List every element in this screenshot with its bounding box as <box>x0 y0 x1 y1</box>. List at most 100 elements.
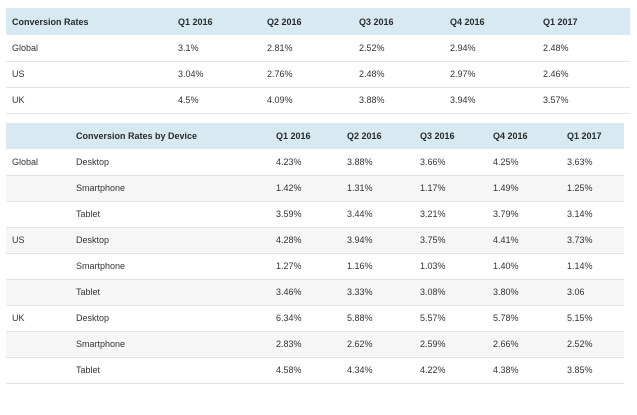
value-cell: 4.38% <box>493 365 519 375</box>
value-cell: 3.73% <box>567 235 593 245</box>
value-cell: 3.06 <box>567 287 585 297</box>
value-cell: 1.31% <box>347 183 373 193</box>
value-cell: 1.27% <box>276 261 302 271</box>
value-cell: 4.25% <box>493 156 519 167</box>
value-cell: 3.94% <box>347 235 373 245</box>
header-cell: Q3 2016 <box>420 131 455 141</box>
value-cell: 2.48% <box>359 69 385 79</box>
value-cell: 4.41% <box>493 235 519 245</box>
table-row: Global Desktop 4.23% 3.88% 3.66% 4.25% 3.63% <box>6 149 624 175</box>
value-cell: 2.94% <box>450 42 476 53</box>
value-cell: 5.88% <box>347 313 373 323</box>
value-cell: 3.44% <box>347 209 373 219</box>
value-cell: 3.33% <box>347 287 373 297</box>
device-cell: Smartphone <box>76 261 126 271</box>
table-row: Global 3.1% 2.81% 2.52% 2.94% 2.48% <box>6 35 630 61</box>
value-cell: 3.1% <box>178 42 199 53</box>
value-cell: 5.57% <box>420 313 446 323</box>
table-row: Tablet 4.58% 4.34% 4.22% 4.38% 3.85% <box>6 357 624 383</box>
region-cell <box>6 331 76 357</box>
value-cell: 3.80% <box>493 287 519 297</box>
value-cell: 2.97% <box>450 69 476 79</box>
value-cell: 2.59% <box>420 339 446 349</box>
value-cell: 2.52% <box>359 42 385 53</box>
value-cell: 3.66% <box>420 156 446 167</box>
value-cell: 3.57% <box>543 95 569 105</box>
value-cell: 3.46% <box>276 287 302 297</box>
value-cell: 6.34% <box>276 313 302 323</box>
region-cell <box>6 175 76 201</box>
value-cell: 3.59% <box>276 209 302 219</box>
value-cell: 2.46% <box>543 69 569 79</box>
header-cell: Q1 2017 <box>543 16 578 27</box>
value-cell: 1.25% <box>567 183 593 193</box>
value-cell: 1.42% <box>276 183 302 193</box>
device-cell: Smartphone <box>76 183 126 193</box>
table-row: Smartphone 1.42% 1.31% 1.17% 1.49% 1.25% <box>6 175 624 201</box>
region-cell <box>6 253 76 279</box>
device-cell: Desktop <box>76 313 110 323</box>
value-cell: 3.21% <box>420 209 446 219</box>
value-cell: 1.17% <box>420 183 446 193</box>
device-cell: Smartphone <box>76 339 126 349</box>
value-cell: 1.16% <box>347 261 373 271</box>
value-cell: 3.04% <box>178 69 204 79</box>
value-cell: 2.66% <box>493 339 519 349</box>
table-row: Smartphone 2.83% 2.62% 2.59% 2.66% 2.52% <box>6 331 624 357</box>
region-cell: Global <box>12 156 39 167</box>
device-cell: Desktop <box>76 156 110 167</box>
table-row: US 3.04% 2.76% 2.48% 2.97% 2.46% <box>6 61 630 87</box>
region-cell: UK <box>12 313 25 323</box>
value-cell: 3.14% <box>567 209 593 219</box>
region-cell: US <box>12 235 25 245</box>
value-cell: 2.62% <box>347 339 373 349</box>
value-cell: 5.78% <box>493 313 519 323</box>
value-cell: 3.08% <box>420 287 446 297</box>
device-cell: Tablet <box>76 209 101 219</box>
value-cell: 1.49% <box>493 183 519 193</box>
value-cell: 3.63% <box>567 156 593 167</box>
value-cell: 3.79% <box>493 209 519 219</box>
value-cell: 4.28% <box>276 235 302 245</box>
header-cell: Q1 2016 <box>178 16 213 27</box>
value-cell: 4.22% <box>420 365 446 375</box>
conversion-rates-table: Conversion Rates Q1 2016 Q2 2016 Q3 2016… <box>6 8 630 114</box>
value-cell: 3.88% <box>347 156 373 167</box>
value-cell: 3.75% <box>420 235 446 245</box>
value-cell: 4.23% <box>276 156 302 167</box>
value-cell: 3.88% <box>359 95 385 105</box>
value-cell: 1.03% <box>420 261 446 271</box>
table-row: Tablet 3.46% 3.33% 3.08% 3.80% 3.06 <box>6 279 624 305</box>
header-cell: Q2 2016 <box>267 16 302 27</box>
region-cell <box>6 201 76 227</box>
table-row: Tablet 3.59% 3.44% 3.21% 3.79% 3.14% <box>6 201 624 227</box>
header-cell: Conversion Rates <box>12 16 89 27</box>
region-cell <box>6 357 76 383</box>
header-cell: Q1 2016 <box>276 131 311 141</box>
header-cell <box>6 123 76 149</box>
device-cell: Desktop <box>76 235 110 245</box>
value-cell: 2.83% <box>276 339 302 349</box>
header-cell: Q2 2016 <box>347 131 382 141</box>
value-cell: 2.76% <box>267 69 293 79</box>
value-cell: 2.48% <box>543 42 569 53</box>
region-cell <box>6 279 76 305</box>
table-header-row: Conversion Rates by Device Q1 2016 Q2 20… <box>6 123 624 149</box>
value-cell: 2.52% <box>567 339 593 349</box>
value-cell: 4.09% <box>267 95 293 105</box>
value-cell: 4.58% <box>276 365 302 375</box>
region-cell: US <box>12 69 25 79</box>
value-cell: 4.5% <box>178 95 199 105</box>
device-cell: Tablet <box>76 365 101 375</box>
value-cell: 2.81% <box>267 42 293 53</box>
header-cell: Q3 2016 <box>359 16 394 27</box>
value-cell: 4.34% <box>347 365 373 375</box>
table-header-row: Conversion Rates Q1 2016 Q2 2016 Q3 2016… <box>6 8 630 35</box>
region-cell: Global <box>12 42 39 53</box>
header-cell: Conversion Rates by Device <box>76 131 198 141</box>
header-cell: Q4 2016 <box>450 16 485 27</box>
table-row: UK 4.5% 4.09% 3.88% 3.94% 3.57% <box>6 87 630 113</box>
region-cell: UK <box>12 95 25 105</box>
table-row: US Desktop 4.28% 3.94% 3.75% 4.41% 3.73% <box>6 227 624 253</box>
table-row: UK Desktop 6.34% 5.88% 5.57% 5.78% 5.15% <box>6 305 624 331</box>
